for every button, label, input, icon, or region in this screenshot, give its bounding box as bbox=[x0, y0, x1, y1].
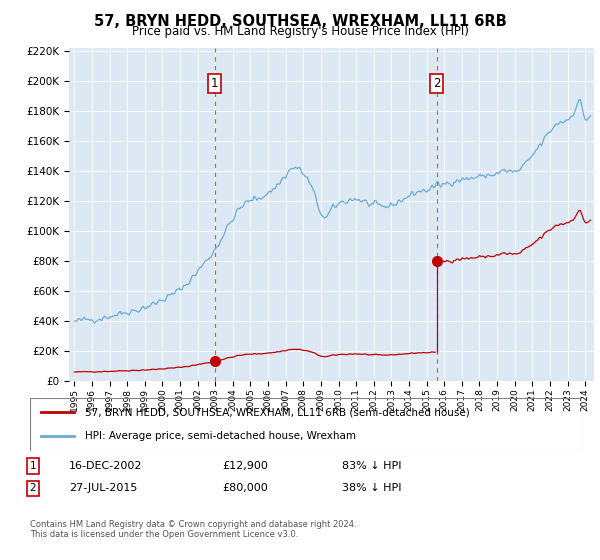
Text: £12,900: £12,900 bbox=[222, 461, 268, 471]
Text: 2: 2 bbox=[29, 483, 37, 493]
Text: 38% ↓ HPI: 38% ↓ HPI bbox=[342, 483, 401, 493]
Text: Contains HM Land Registry data © Crown copyright and database right 2024.
This d: Contains HM Land Registry data © Crown c… bbox=[30, 520, 356, 539]
Text: 16-DEC-2002: 16-DEC-2002 bbox=[69, 461, 143, 471]
Text: 1: 1 bbox=[211, 77, 218, 90]
Text: 1: 1 bbox=[29, 461, 37, 471]
Text: 2: 2 bbox=[433, 77, 440, 90]
Text: 57, BRYN HEDD, SOUTHSEA, WREXHAM, LL11 6RB (semi-detached house): 57, BRYN HEDD, SOUTHSEA, WREXHAM, LL11 6… bbox=[85, 408, 470, 418]
Text: £80,000: £80,000 bbox=[222, 483, 268, 493]
Text: HPI: Average price, semi-detached house, Wrexham: HPI: Average price, semi-detached house,… bbox=[85, 431, 356, 441]
Text: Price paid vs. HM Land Registry's House Price Index (HPI): Price paid vs. HM Land Registry's House … bbox=[131, 25, 469, 38]
Text: 57, BRYN HEDD, SOUTHSEA, WREXHAM, LL11 6RB: 57, BRYN HEDD, SOUTHSEA, WREXHAM, LL11 6… bbox=[94, 14, 506, 29]
Text: 83% ↓ HPI: 83% ↓ HPI bbox=[342, 461, 401, 471]
Text: 27-JUL-2015: 27-JUL-2015 bbox=[69, 483, 137, 493]
